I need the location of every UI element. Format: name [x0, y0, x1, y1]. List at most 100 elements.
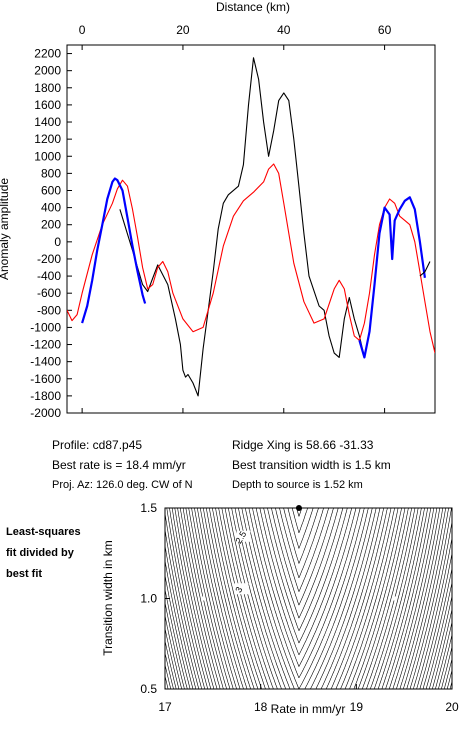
contour-line	[165, 589, 452, 689]
y-tick-label: 1.5	[140, 501, 157, 515]
y-tick-label: 2000	[34, 64, 61, 78]
contour-line	[267, 508, 339, 619]
y-tick-label: -1000	[30, 320, 61, 334]
contour-lines	[165, 508, 452, 689]
series-line	[419, 261, 431, 277]
y-tick-label: -1600	[30, 372, 61, 386]
y-tick-label: 800	[41, 166, 61, 180]
y-tick-label: 1.0	[140, 592, 157, 606]
contour-line	[180, 508, 438, 689]
contour-line	[165, 545, 452, 689]
x-tick-label: 20	[176, 23, 190, 37]
y-tick-label: 1800	[34, 81, 61, 95]
contour-line	[241, 508, 369, 689]
amplitude-plot: -2000-1800-1600-1400-1200-1000-800-600-4…	[0, 0, 436, 420]
y-tick-label: -1400	[30, 355, 61, 369]
x-tick-label: 18	[254, 700, 268, 714]
y-axis-title: Anomaly amplitude	[0, 178, 11, 280]
y-tick-label: -1200	[30, 338, 61, 352]
contour-line	[221, 508, 392, 689]
contour-plot: 17 18 19 20 0.5 1.0 1.5 2.53 Rate in mm/yr Tr…	[101, 501, 459, 716]
contour-label-bg	[236, 530, 251, 542]
contour-line	[165, 628, 452, 689]
contour-line	[200, 508, 416, 689]
contour-line	[263, 508, 344, 631]
contour-title-line: Least-squares	[6, 526, 81, 538]
depth-to-source-label: Depth to source is 1.52 km	[232, 479, 363, 491]
contour-line	[291, 508, 308, 534]
contour-line	[248, 508, 361, 679]
projection-azimuth-label: Proj. Az: 126.0 deg. CW of N	[52, 479, 193, 491]
y-axis: 0.5 1.0 1.5	[140, 501, 170, 696]
profile-label: Profile: cd87.p45	[52, 438, 143, 452]
y-tick-label: 600	[41, 183, 61, 197]
x-axis: 17 18 19 20	[158, 684, 459, 714]
contour-line	[171, 508, 446, 689]
contour-line	[165, 640, 452, 689]
y-tick-label: 1400	[34, 115, 61, 129]
y-tick-label: -600	[37, 286, 61, 300]
series-line	[67, 163, 435, 354]
y-tick-label: 1600	[34, 98, 61, 112]
x-tick-label: 40	[277, 23, 291, 37]
contour-line	[165, 602, 452, 689]
contour-line	[259, 508, 348, 644]
contour-line	[165, 575, 452, 689]
contour-line	[271, 508, 334, 606]
contour-line	[165, 513, 452, 689]
contour-line	[209, 508, 406, 689]
contour-line	[169, 508, 449, 689]
y-tick-label: -1800	[30, 389, 61, 403]
y-tick-label: -2000	[30, 406, 61, 420]
contour-line	[188, 508, 428, 689]
y-tick-label: -400	[37, 269, 61, 283]
contour-line	[287, 508, 314, 549]
y-tick-label: -200	[37, 252, 61, 266]
ridge-crossing-label: Ridge Xing is 58.66 -31.33	[232, 438, 374, 452]
contour-line	[191, 508, 425, 689]
contour-line	[231, 508, 381, 689]
contour-line	[275, 508, 329, 592]
contour-line	[165, 615, 452, 689]
contour-line	[283, 508, 319, 564]
contour-label-bg	[234, 583, 249, 595]
contour-line	[166, 508, 452, 689]
x-tick-label: 60	[378, 23, 392, 37]
contour-line	[182, 508, 435, 689]
best-fit-marker	[295, 505, 302, 511]
series-line	[119, 57, 365, 397]
contour-line	[212, 508, 402, 689]
contour-line	[203, 508, 412, 689]
contour-line	[165, 530, 452, 689]
contour-line	[234, 508, 377, 689]
contour-line	[228, 508, 384, 689]
series-line	[358, 196, 426, 359]
contour-line	[215, 508, 399, 689]
y-tick-label: 200	[41, 218, 61, 232]
y-tick-label: 1000	[34, 149, 61, 163]
contour-title-line: best fit	[6, 568, 43, 580]
series-line	[81, 177, 147, 324]
y-axis-title: Transition width in km	[101, 540, 115, 656]
x-tick-label: 19	[350, 700, 364, 714]
y-tick-label: 0	[54, 235, 61, 249]
plot-frame	[66, 44, 436, 414]
y-tick-label: 400	[41, 201, 61, 215]
contour-title-line: fit divided by	[6, 547, 74, 559]
contour-line	[194, 508, 422, 689]
contour-title: Least-squares fit divided by best fit	[6, 522, 81, 585]
y-tick-label: 1200	[34, 132, 61, 146]
contour-line	[174, 508, 444, 689]
x-tick-label: 20	[445, 700, 459, 714]
x-axis: 0 20 40 60	[79, 23, 392, 413]
contour-line	[206, 508, 409, 689]
contour-line	[177, 508, 441, 689]
contour-line	[245, 508, 365, 689]
contour-line	[252, 508, 357, 667]
y-tick-label: 0.5	[140, 682, 157, 696]
contour-labels: 2.53	[233, 529, 251, 595]
contour-line	[218, 508, 395, 689]
contour-line	[165, 560, 452, 689]
contour-line	[185, 508, 432, 689]
